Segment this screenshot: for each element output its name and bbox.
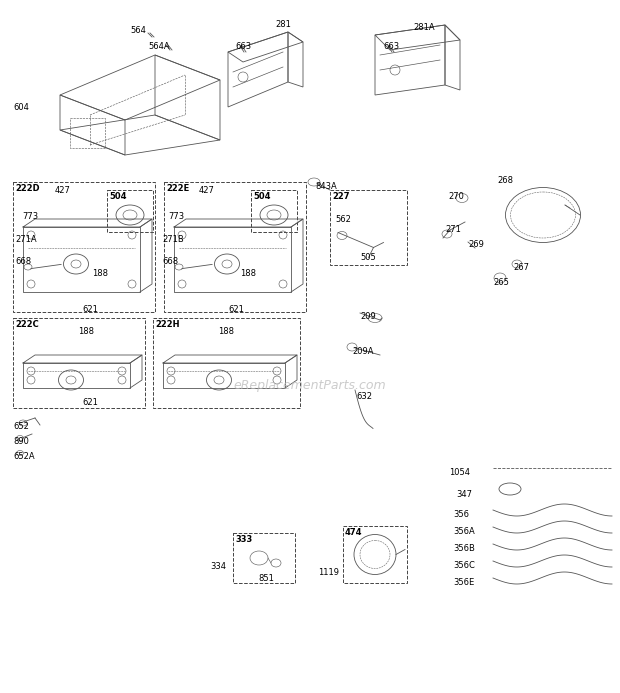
Bar	[107, 190, 153, 232]
Text: 188: 188	[240, 269, 256, 278]
Text: eReplacementParts.com: eReplacementParts.com	[234, 378, 386, 392]
Bar	[13, 318, 145, 408]
Text: 265: 265	[493, 278, 509, 287]
Text: 427: 427	[55, 186, 71, 195]
Text: 188: 188	[218, 327, 234, 336]
Bar	[153, 318, 300, 408]
Text: 271: 271	[445, 225, 461, 234]
Text: 209A: 209A	[352, 347, 373, 356]
Text: 222C: 222C	[15, 320, 38, 329]
Bar	[70, 118, 105, 148]
Text: 209: 209	[360, 312, 376, 321]
Text: 668: 668	[162, 257, 178, 266]
Text: 268: 268	[497, 176, 513, 185]
Text: 427: 427	[199, 186, 215, 195]
Text: 668: 668	[15, 257, 31, 266]
Text: 504: 504	[253, 192, 270, 201]
Text: 621: 621	[82, 398, 98, 407]
Text: 356: 356	[453, 510, 469, 519]
Text: 222E: 222E	[166, 184, 189, 193]
Text: 1054: 1054	[449, 468, 470, 477]
Bar	[164, 182, 306, 312]
Text: 271A: 271A	[15, 235, 37, 244]
Text: 474: 474	[345, 528, 363, 537]
Bar	[251, 190, 297, 232]
Text: 222H: 222H	[155, 320, 180, 329]
Text: 621: 621	[228, 305, 244, 314]
Text: 227: 227	[332, 192, 350, 201]
Text: 562: 562	[335, 215, 351, 224]
Bar	[13, 182, 155, 312]
Text: 356B: 356B	[453, 544, 475, 553]
Text: 188: 188	[92, 269, 108, 278]
Text: 188: 188	[78, 327, 94, 336]
Text: 652A: 652A	[13, 452, 35, 461]
Text: 271B: 271B	[162, 235, 184, 244]
Text: 621: 621	[82, 305, 98, 314]
Text: 356C: 356C	[453, 561, 475, 570]
Text: 347: 347	[456, 490, 472, 499]
Bar	[343, 526, 407, 583]
Text: 267: 267	[513, 263, 529, 272]
Text: 270: 270	[448, 192, 464, 201]
Text: 851: 851	[258, 574, 274, 583]
Bar	[233, 533, 295, 583]
Text: 663: 663	[383, 42, 399, 51]
Text: 281: 281	[275, 20, 291, 29]
Text: 1119: 1119	[318, 568, 339, 577]
Text: 890: 890	[13, 437, 29, 446]
Text: 504: 504	[109, 192, 126, 201]
Bar	[330, 190, 407, 265]
Text: 564A: 564A	[148, 42, 170, 51]
Text: 604: 604	[13, 103, 29, 112]
Text: 843A: 843A	[315, 182, 337, 191]
Text: 773: 773	[22, 212, 38, 221]
Text: 564: 564	[130, 26, 146, 35]
Text: 773: 773	[168, 212, 184, 221]
Text: 652: 652	[13, 422, 29, 431]
Text: 281A: 281A	[413, 23, 435, 32]
Text: 333: 333	[235, 535, 252, 544]
Text: 334: 334	[210, 562, 226, 571]
Text: 505: 505	[360, 253, 376, 262]
Text: 356A: 356A	[453, 527, 475, 536]
Text: 356E: 356E	[453, 578, 474, 587]
Text: 222D: 222D	[15, 184, 40, 193]
Text: 632: 632	[356, 392, 372, 401]
Text: 269: 269	[468, 240, 484, 249]
Text: 663: 663	[235, 42, 251, 51]
